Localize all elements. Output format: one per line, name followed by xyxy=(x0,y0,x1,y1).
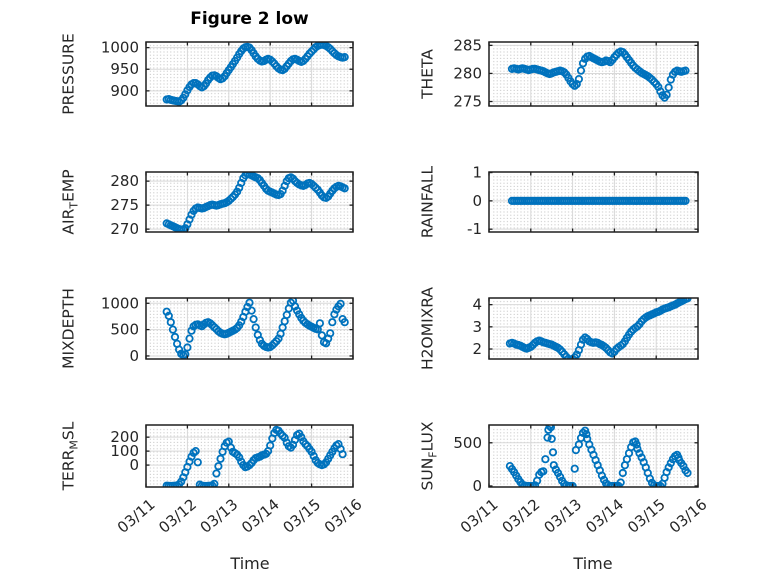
y-tick-label: 270 xyxy=(110,220,139,238)
x-tick-label: 03/11 xyxy=(114,495,159,537)
y-tick-label: 950 xyxy=(110,60,139,78)
y-tick-label: -1 xyxy=(467,220,482,238)
y-tick-label: 0 xyxy=(129,347,139,365)
minor-grid xyxy=(491,427,696,485)
y-tick-label: 1000 xyxy=(101,294,139,312)
axes-box xyxy=(145,171,354,233)
y-tick-label: 285 xyxy=(453,36,482,54)
subplot-sun-flux: 0 500 SUNFLUX 03/1103/1203/1303/1403/1503/1… xyxy=(419,421,711,537)
y-tick-label: 0 xyxy=(472,192,482,210)
y-tick-label: 280 xyxy=(110,172,139,190)
y-tick-label: 1 xyxy=(472,164,482,182)
x-tick-label: 03/11 xyxy=(457,495,502,537)
y-tick-label: 3 xyxy=(472,318,482,336)
series-air-temp xyxy=(162,172,349,232)
y-axis-label-terr-msl: TERRMSL xyxy=(60,421,81,491)
x-tick-label: 03/15 xyxy=(279,495,324,537)
y-tick-label: 275 xyxy=(110,196,139,214)
y-tick-label: 1000 xyxy=(101,39,139,57)
xlabel-time-left: Time xyxy=(230,554,270,573)
series-mixdepth xyxy=(162,298,349,359)
subplot-theta: 275 280 285 THETA xyxy=(419,36,699,111)
x-tick-label: 03/13 xyxy=(540,495,585,537)
y-axis-label-h2omixra: H2OMIXRA xyxy=(419,287,437,370)
axes-box xyxy=(488,171,699,233)
x-tick-label: 03/14 xyxy=(238,495,283,537)
y-tick-label: 500 xyxy=(110,321,139,339)
y-tick-label: 280 xyxy=(453,64,482,82)
y-tick-label: 0 xyxy=(129,456,139,474)
subplot-pressure: 900 950 1000 PRESSURE xyxy=(60,33,354,115)
x-tick-label: 03/16 xyxy=(666,495,711,537)
series-terr-msl xyxy=(162,425,347,487)
series-pressure xyxy=(162,42,349,106)
x-tick-label: 03/12 xyxy=(155,495,200,537)
x-tick-label: 03/16 xyxy=(321,495,366,537)
axes-box xyxy=(145,424,354,488)
y-axis-label-air-temp: AIRTEMP xyxy=(60,169,81,234)
y-axis-label-sun-flux: SUNFLUX xyxy=(419,421,440,490)
subplot-h2omixra: 2 3 4 H2OMIXRA xyxy=(419,287,699,370)
xlabel-time-right: Time xyxy=(573,554,613,573)
series-theta xyxy=(507,47,690,102)
x-tick-label: 03/13 xyxy=(197,495,242,537)
x-tick-label: 03/12 xyxy=(499,495,544,537)
y-tick-label: 200 xyxy=(110,428,139,446)
minor-grid xyxy=(148,427,351,485)
subplot-mixdepth: 0 500 1000 MIXDEPTH xyxy=(60,288,354,369)
subplot-rainfall: -1 0 1 RAINFALL xyxy=(419,164,699,238)
y-tick-label: 4 xyxy=(472,296,482,314)
series-rainfall xyxy=(507,196,690,205)
y-tick-label: 275 xyxy=(453,93,482,111)
y-axis-label-pressure: PRESSURE xyxy=(60,33,78,115)
y-tick-label: 2 xyxy=(472,340,482,358)
y-tick-label: 500 xyxy=(453,434,482,452)
axes-box xyxy=(145,41,354,107)
y-tick-label: 900 xyxy=(110,82,139,100)
axes-box xyxy=(145,297,354,360)
subplot-air-temp: 270 275 280 AIRTEMP xyxy=(60,169,354,238)
y-axis-label-mixdepth: MIXDEPTH xyxy=(60,288,78,369)
y-tick-label: 100 xyxy=(110,442,139,460)
y-tick-label: 0 xyxy=(472,477,482,495)
axes-box xyxy=(488,297,699,360)
y-axis-label-theta: THETA xyxy=(419,49,437,100)
x-tick-label: 03/15 xyxy=(624,495,669,537)
series-h2omixra xyxy=(505,298,692,359)
x-tick-label: 03/14 xyxy=(582,495,627,537)
axes-box xyxy=(488,424,699,488)
series-sun-flux xyxy=(505,425,692,487)
figure-title: Figure 2 low xyxy=(190,9,309,29)
y-axis-label-rainfall: RAINFALL xyxy=(419,165,437,238)
minor-grid xyxy=(148,174,351,230)
